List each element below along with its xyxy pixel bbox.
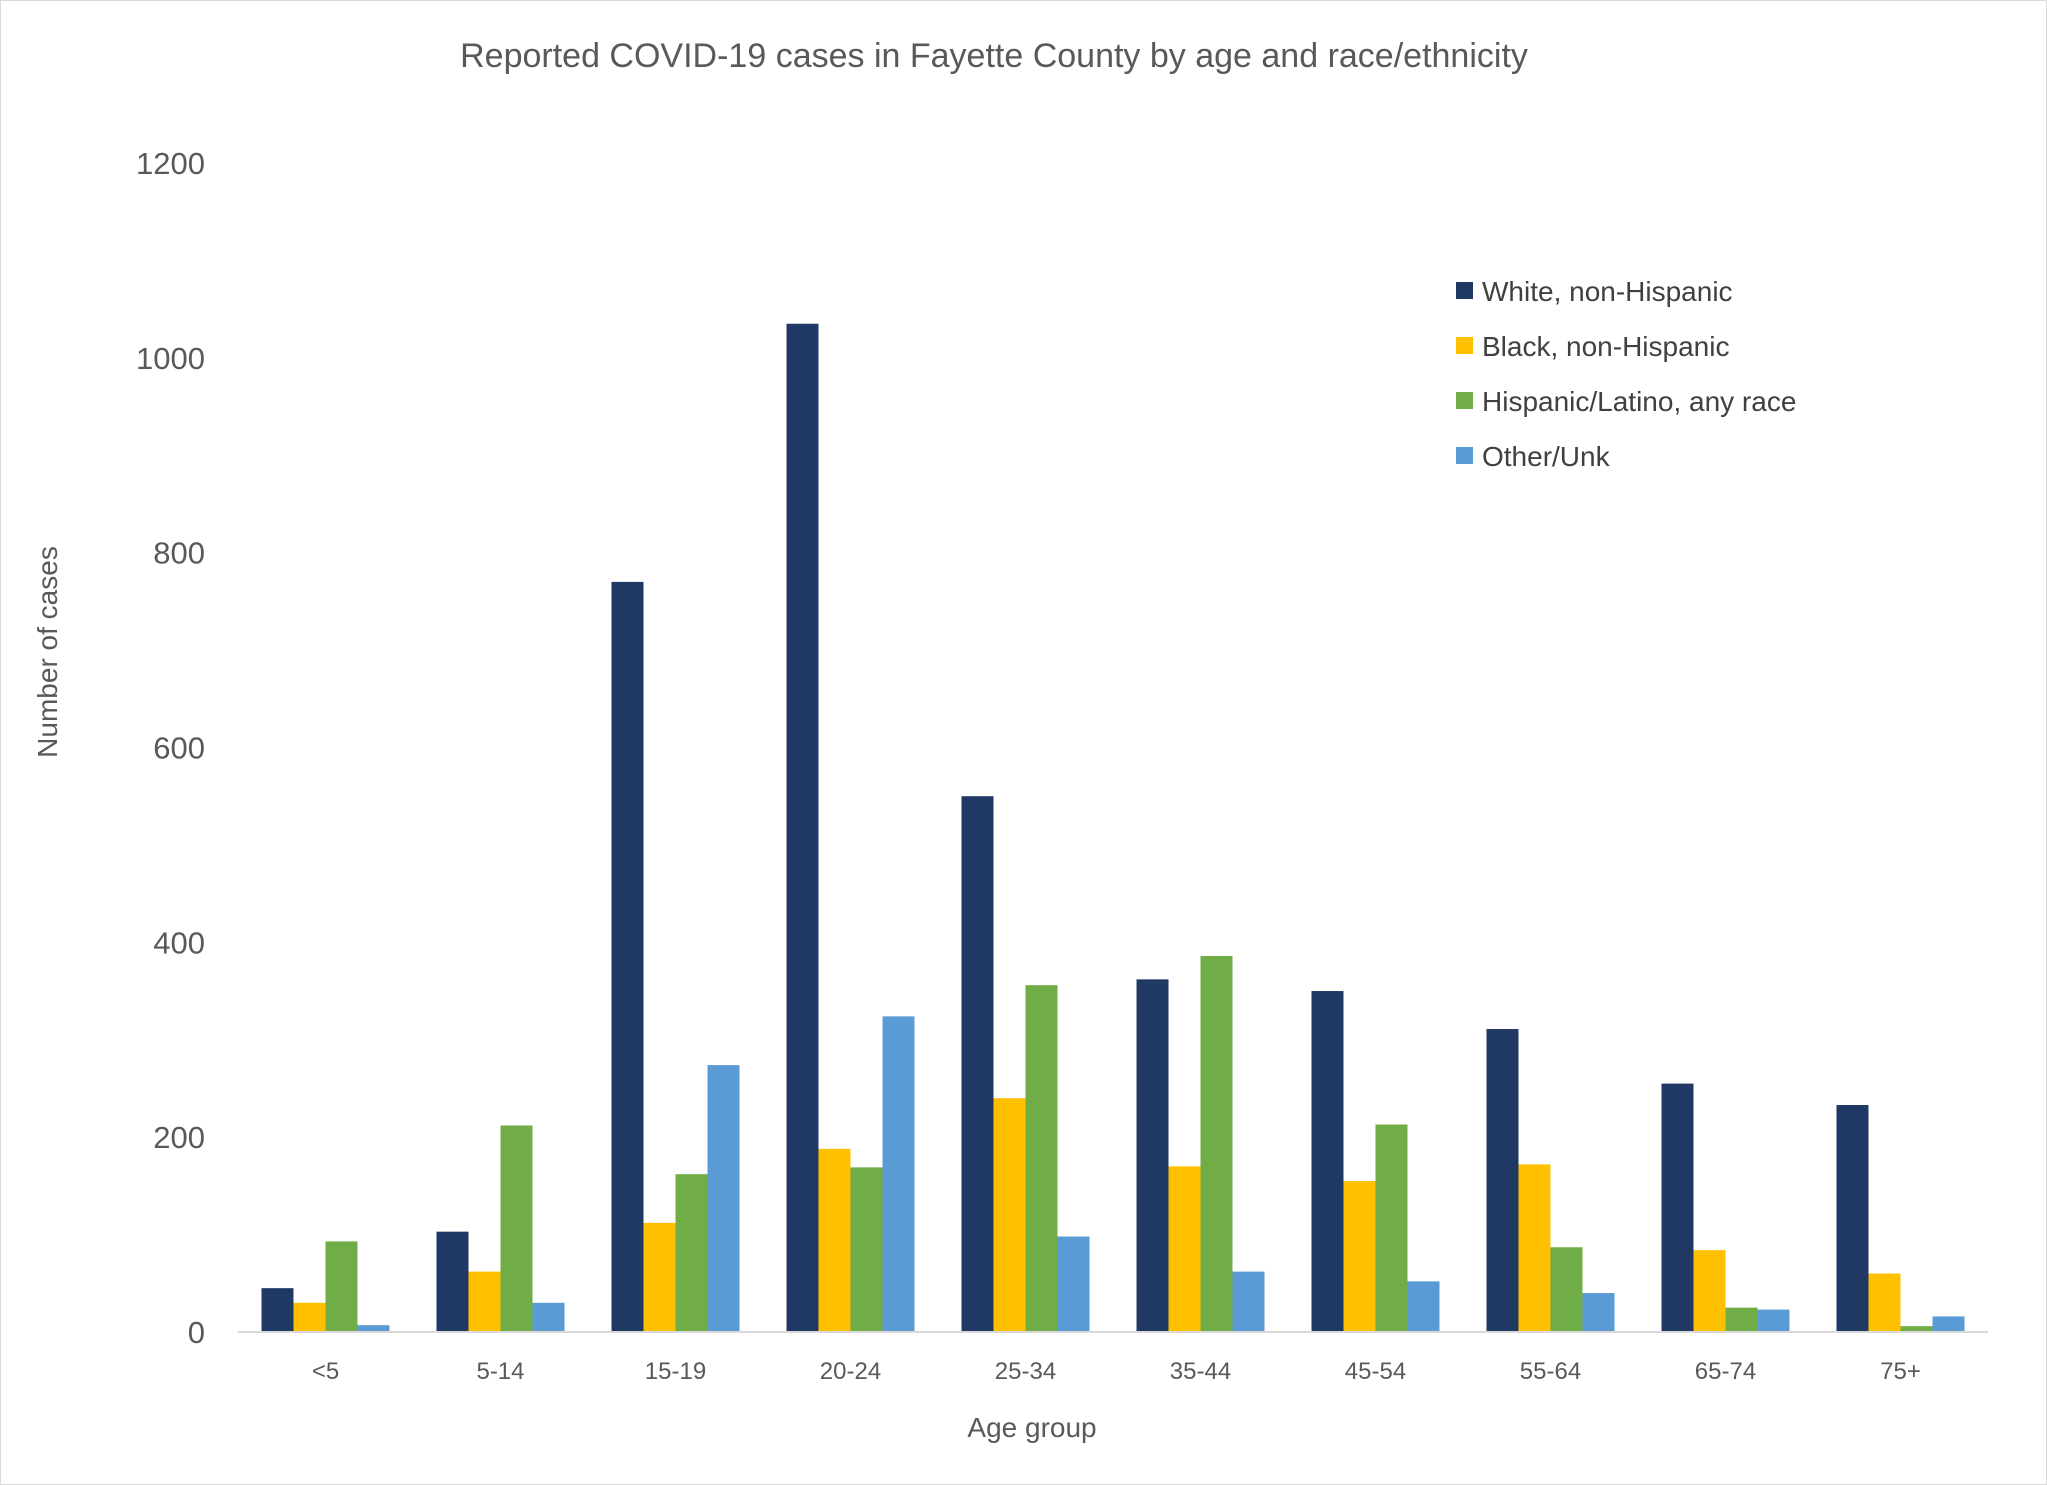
- bar-white-non-hispanic-6: [1311, 991, 1344, 1332]
- bar-black-non-hispanic-6: [1343, 1181, 1376, 1332]
- bar-black-non-hispanic-7: [1518, 1164, 1551, 1332]
- bar-hispanic-latino-any-race-4: [1025, 985, 1058, 1332]
- legend-swatch-hispanic-latino-any-race: [1456, 392, 1473, 409]
- x-tick-label: 75+: [1880, 1358, 1921, 1385]
- y-axis-ticks: 0 200 400 600 800 1000 1200: [136, 146, 205, 1350]
- bar-black-non-hispanic-0: [293, 1302, 326, 1332]
- bar-other-unk-4: [1057, 1236, 1090, 1332]
- legend-swatch-black-non-hispanic: [1456, 337, 1473, 354]
- bar-other-unk-2: [707, 1065, 740, 1332]
- bar-hispanic-latino-any-race-9: [1900, 1326, 1933, 1332]
- y-tick-label: 400: [153, 925, 205, 960]
- legend: White, non-Hispanic Black, non-Hispanic Hi…: [1456, 276, 1796, 472]
- bar-black-non-hispanic-5: [1168, 1166, 1201, 1332]
- bar-other-unk-5: [1232, 1271, 1265, 1332]
- bar-other-unk-1: [532, 1302, 565, 1332]
- bar-black-non-hispanic-2: [643, 1222, 676, 1332]
- x-tick-label: 65-74: [1695, 1358, 1756, 1385]
- bar-hispanic-latino-any-race-7: [1550, 1247, 1583, 1332]
- bars: [261, 323, 1965, 1332]
- bar-white-non-hispanic-9: [1836, 1105, 1869, 1332]
- legend-label-white-non-hispanic: White, non-Hispanic: [1482, 276, 1733, 307]
- bar-black-non-hispanic-1: [468, 1271, 501, 1332]
- bar-white-non-hispanic-2: [611, 581, 644, 1332]
- chart-title: Reported COVID-19 cases in Fayette Count…: [460, 37, 1528, 75]
- x-tick-label: 35-44: [1170, 1358, 1231, 1385]
- bar-white-non-hispanic-3: [786, 323, 819, 1332]
- bar-hispanic-latino-any-race-0: [325, 1241, 358, 1332]
- legend-label-black-non-hispanic: Black, non-Hispanic: [1482, 331, 1729, 362]
- bar-other-unk-6: [1407, 1281, 1440, 1332]
- legend-label-other-unk: Other/Unk: [1482, 441, 1611, 472]
- x-tick-label: 45-54: [1345, 1358, 1406, 1385]
- bar-white-non-hispanic-8: [1661, 1083, 1694, 1332]
- y-tick-label: 600: [153, 731, 205, 766]
- bar-white-non-hispanic-4: [961, 796, 994, 1332]
- bar-hispanic-latino-any-race-2: [675, 1174, 708, 1332]
- bar-other-unk-0: [357, 1325, 390, 1332]
- x-tick-label: 15-19: [645, 1358, 706, 1385]
- bar-hispanic-latino-any-race-1: [500, 1125, 533, 1332]
- x-axis-ticks: <5 5-14 15-19 20-24 25-34 35-44 45-54 55-64 65-7…: [312, 1358, 1921, 1385]
- bar-white-non-hispanic-0: [261, 1288, 294, 1332]
- bar-hispanic-latino-any-race-5: [1200, 955, 1233, 1332]
- x-tick-label: 25-34: [995, 1358, 1056, 1385]
- y-tick-label: 0: [188, 1315, 205, 1350]
- x-tick-label: <5: [312, 1358, 339, 1385]
- legend-swatch-white-non-hispanic: [1456, 282, 1473, 299]
- x-tick-label: 55-64: [1520, 1358, 1581, 1385]
- y-tick-label: 1200: [136, 146, 205, 181]
- legend-swatch-other-unk: [1456, 447, 1473, 464]
- bar-white-non-hispanic-1: [436, 1231, 469, 1332]
- bar-hispanic-latino-any-race-3: [850, 1167, 883, 1332]
- x-axis-title: Age group: [967, 1412, 1096, 1443]
- bar-black-non-hispanic-3: [818, 1148, 851, 1332]
- y-tick-label: 800: [153, 536, 205, 571]
- bar-other-unk-9: [1932, 1316, 1965, 1332]
- bar-hispanic-latino-any-race-8: [1725, 1307, 1758, 1332]
- bar-other-unk-8: [1757, 1309, 1790, 1332]
- x-tick-label: 20-24: [820, 1358, 881, 1385]
- bar-black-non-hispanic-8: [1693, 1250, 1726, 1332]
- y-tick-label: 1000: [136, 341, 205, 376]
- bar-white-non-hispanic-5: [1136, 979, 1169, 1332]
- y-axis-title: Number of cases: [32, 546, 63, 758]
- bar-other-unk-7: [1582, 1293, 1615, 1332]
- bar-hispanic-latino-any-race-6: [1375, 1124, 1408, 1332]
- x-tick-label: 5-14: [476, 1358, 524, 1385]
- bar-black-non-hispanic-4: [993, 1098, 1026, 1332]
- y-tick-label: 200: [153, 1120, 205, 1155]
- bar-black-non-hispanic-9: [1868, 1273, 1901, 1332]
- bar-white-non-hispanic-7: [1486, 1029, 1519, 1332]
- legend-label-hispanic-latino-any-race: Hispanic/Latino, any race: [1482, 386, 1796, 417]
- bar-other-unk-3: [882, 1016, 915, 1332]
